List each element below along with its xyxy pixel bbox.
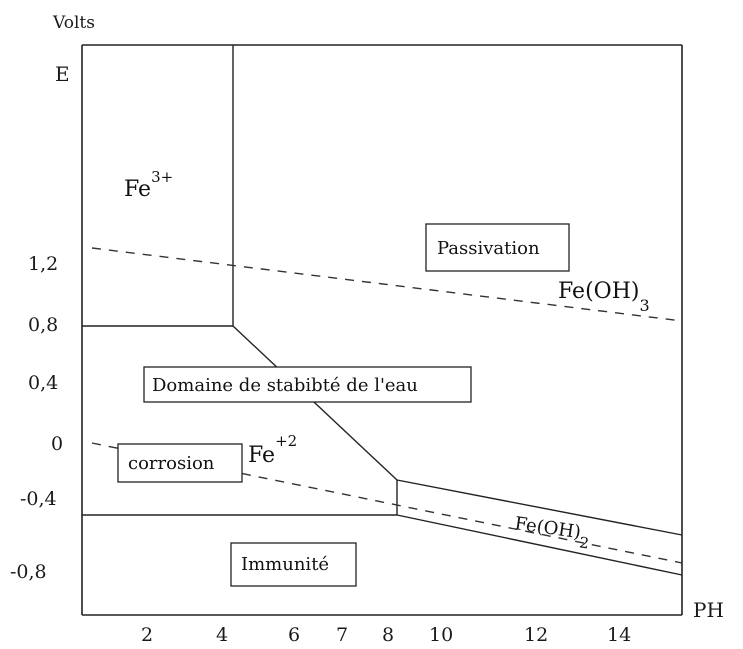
boundary-feoh3-feoh2	[396, 479, 683, 536]
boundary-fe2-feoh3-oblique	[232, 325, 398, 481]
corrosion-box: corrosion	[117, 443, 243, 483]
passivation-label: Passivation	[437, 238, 540, 259]
species-fe3-label: Fe3+	[124, 168, 173, 202]
x-tick-label: 12	[524, 624, 548, 646]
x-tick-label: 2	[141, 624, 153, 646]
oxygen-line	[91, 247, 683, 322]
water-stability-box: Domaine de stabibté de l'eau	[143, 366, 472, 403]
boundary-fe-feoh2	[396, 514, 683, 576]
immunity-label: Immunité	[241, 554, 329, 575]
x-tick-label: 4	[216, 624, 228, 646]
corrosion-label: corrosion	[128, 453, 215, 474]
species-feoh3-label: Fe(OH)3	[558, 279, 650, 315]
x-tick-label: 8	[382, 624, 394, 646]
y-tick-label: -0,4	[20, 488, 57, 510]
x-tick-label: 10	[429, 624, 453, 646]
passivation-box: Passivation	[425, 223, 570, 272]
water-stability-lines	[91, 247, 683, 564]
y-unit-label: Volts	[52, 13, 95, 33]
immunity-box: Immunité	[230, 542, 357, 587]
y-tick-label: 1,2	[28, 253, 58, 275]
x-tick-label: 6	[288, 624, 300, 646]
y-axis-label: E	[55, 62, 70, 86]
x-axis-label: PH	[693, 598, 724, 622]
x-tick-labels: 2 4 6 7 8 10 12 14	[141, 624, 631, 646]
x-tick-label: 14	[607, 624, 631, 646]
y-tick-label: 0,4	[28, 372, 58, 394]
y-tick-label: 0,8	[28, 314, 58, 336]
water-stability-label: Domaine de stabibté de l'eau	[152, 375, 418, 396]
y-tick-label: 0	[51, 433, 63, 455]
y-tick-label: -0,8	[10, 561, 47, 583]
species-feoh2-label: Fe(OH)2	[512, 513, 591, 552]
hydrogen-line	[91, 442, 683, 564]
y-tick-labels: 1,2 0,8 0,4 0 -0,4 -0,8	[10, 253, 63, 583]
species-fe2-label: Fe+2	[248, 432, 297, 468]
x-tick-label: 7	[336, 624, 348, 646]
phase-boundaries	[82, 45, 683, 576]
plot-frame	[81, 44, 683, 616]
